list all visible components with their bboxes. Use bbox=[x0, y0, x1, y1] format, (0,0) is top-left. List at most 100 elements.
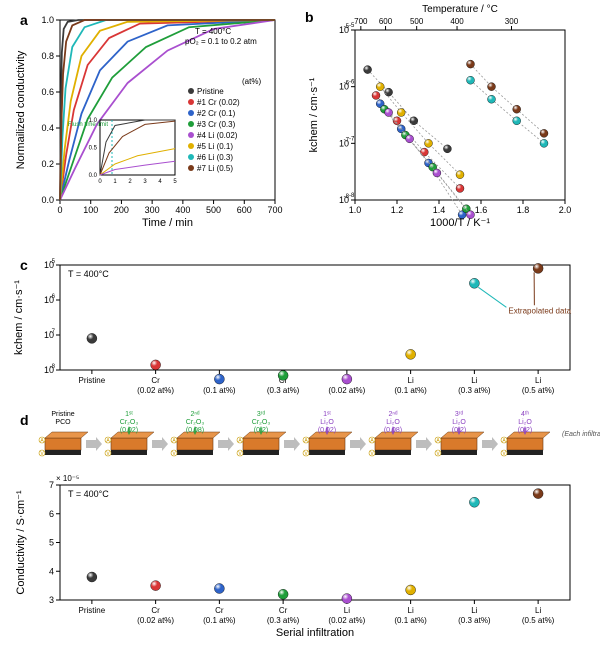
svg-text:c: c bbox=[20, 257, 28, 273]
svg-text:T = 400°C: T = 400°C bbox=[68, 489, 109, 499]
data-point bbox=[364, 66, 372, 74]
svg-text:4ᵗʰ: 4ᵗʰ bbox=[521, 411, 529, 418]
svg-text:Li₂O: Li₂O bbox=[518, 419, 532, 426]
svg-text:1.2: 1.2 bbox=[391, 205, 404, 215]
data-point bbox=[469, 278, 479, 288]
svg-text:2.0: 2.0 bbox=[559, 205, 572, 215]
svg-text:T = 400°C: T = 400°C bbox=[195, 27, 231, 36]
svg-text:T = 400°C: T = 400°C bbox=[68, 269, 109, 279]
svg-text:0: 0 bbox=[98, 179, 102, 185]
data-point bbox=[488, 83, 496, 91]
svg-text:1.0: 1.0 bbox=[349, 205, 362, 215]
svg-text:300: 300 bbox=[505, 17, 519, 26]
svg-text:300: 300 bbox=[145, 205, 160, 215]
svg-text:× 10⁻⁵: × 10⁻⁵ bbox=[56, 474, 79, 483]
svg-text:2ⁿᵈ: 2ⁿᵈ bbox=[190, 411, 199, 418]
data-point bbox=[278, 589, 288, 599]
data-point bbox=[469, 497, 479, 507]
svg-text:Pristine: Pristine bbox=[51, 411, 74, 418]
data-point bbox=[433, 169, 441, 177]
data-point bbox=[456, 184, 464, 192]
svg-text:Time / min: Time / min bbox=[142, 217, 193, 229]
svg-text:-6: -6 bbox=[50, 294, 56, 300]
svg-text:pO₂ = 0.1 to 0.2 atm: pO₂ = 0.1 to 0.2 atm bbox=[185, 37, 257, 46]
svg-text:-6: -6 bbox=[349, 80, 355, 86]
svg-text:b: b bbox=[305, 9, 314, 25]
data-point bbox=[467, 60, 475, 68]
svg-text:(0.5 at%): (0.5 at%) bbox=[522, 386, 555, 395]
data-point bbox=[488, 95, 496, 103]
svg-text:0.6: 0.6 bbox=[41, 87, 54, 97]
data-point bbox=[342, 594, 352, 604]
data-point bbox=[467, 76, 475, 84]
svg-text:Li: Li bbox=[408, 376, 414, 385]
svg-text:d: d bbox=[20, 412, 29, 428]
data-point bbox=[342, 374, 352, 384]
svg-text:(0.1 at%): (0.1 at%) bbox=[394, 616, 427, 625]
svg-text:Cr: Cr bbox=[151, 606, 160, 615]
svg-text:5: 5 bbox=[173, 179, 177, 185]
data-point bbox=[425, 139, 433, 147]
svg-text:#4 Li (0.02): #4 Li (0.02) bbox=[197, 131, 238, 140]
svg-text:-8: -8 bbox=[50, 364, 56, 370]
svg-text:kchem / cm·s⁻¹: kchem / cm·s⁻¹ bbox=[13, 280, 25, 355]
svg-text:1.6: 1.6 bbox=[475, 205, 488, 215]
svg-text:#3 Cr (0.3): #3 Cr (0.3) bbox=[197, 120, 236, 129]
svg-text:3ʳᵈ: 3ʳᵈ bbox=[257, 411, 266, 418]
svg-text:(0.02 at%): (0.02 at%) bbox=[137, 616, 174, 625]
svg-text:Li₂O: Li₂O bbox=[320, 419, 334, 426]
svg-text:-5: -5 bbox=[344, 24, 350, 30]
svg-text:400: 400 bbox=[175, 205, 190, 215]
svg-text:Conductivity / S·cm⁻¹: Conductivity / S·cm⁻¹ bbox=[15, 490, 27, 595]
data-point bbox=[397, 109, 405, 117]
svg-text:3: 3 bbox=[143, 179, 147, 185]
svg-text:Cr: Cr bbox=[151, 376, 160, 385]
svg-text:#6 Li (0.3): #6 Li (0.3) bbox=[197, 153, 233, 162]
data-point bbox=[467, 211, 475, 219]
svg-text:(0.3 at%): (0.3 at%) bbox=[267, 386, 300, 395]
svg-text:(0.1 at%): (0.1 at%) bbox=[394, 386, 427, 395]
svg-text:Li₂O: Li₂O bbox=[452, 419, 466, 426]
svg-text:(0.02 at%): (0.02 at%) bbox=[137, 386, 174, 395]
svg-text:Pristine: Pristine bbox=[79, 606, 106, 615]
svg-text:0.2: 0.2 bbox=[41, 159, 54, 169]
svg-text:Li: Li bbox=[471, 376, 477, 385]
svg-text:1.0: 1.0 bbox=[89, 118, 98, 124]
svg-text:-8: -8 bbox=[344, 194, 350, 200]
svg-text:2ⁿᵈ: 2ⁿᵈ bbox=[388, 411, 397, 418]
svg-text:2: 2 bbox=[128, 179, 132, 185]
svg-text:#5 Li (0.1): #5 Li (0.1) bbox=[197, 142, 233, 151]
svg-text:(at%): (at%) bbox=[242, 77, 261, 86]
svg-text:(0.3 at%): (0.3 at%) bbox=[267, 616, 300, 625]
svg-text:Temperature / °C: Temperature / °C bbox=[422, 4, 498, 15]
svg-text:Li: Li bbox=[471, 606, 477, 615]
svg-text:0.0: 0.0 bbox=[41, 195, 54, 205]
svg-text:-5: -5 bbox=[50, 259, 56, 265]
svg-text:1.0: 1.0 bbox=[41, 15, 54, 25]
data-point bbox=[420, 148, 428, 156]
svg-text:(0.1 at%): (0.1 at%) bbox=[203, 616, 236, 625]
svg-text:0.8: 0.8 bbox=[41, 51, 54, 61]
data-point bbox=[151, 360, 161, 370]
svg-text:Cr₂O₃: Cr₂O₃ bbox=[186, 419, 205, 426]
svg-text:Cr: Cr bbox=[215, 606, 224, 615]
svg-text:Cr₂O₃: Cr₂O₃ bbox=[252, 419, 271, 426]
svg-text:-8: -8 bbox=[349, 193, 355, 199]
data-point bbox=[385, 88, 393, 96]
data-point bbox=[214, 374, 224, 384]
data-point bbox=[87, 333, 97, 343]
data-point bbox=[456, 171, 464, 179]
svg-text:Li: Li bbox=[535, 376, 541, 385]
svg-text:-6: -6 bbox=[344, 81, 350, 87]
svg-text:600: 600 bbox=[237, 205, 252, 215]
svg-text:3: 3 bbox=[49, 595, 54, 605]
svg-text:#1 Cr (0.02): #1 Cr (0.02) bbox=[197, 98, 240, 107]
svg-text:600: 600 bbox=[379, 17, 393, 26]
svg-text:0.5: 0.5 bbox=[89, 146, 98, 152]
svg-text:-7: -7 bbox=[50, 329, 56, 335]
svg-text:1.8: 1.8 bbox=[517, 205, 530, 215]
svg-text:Cr: Cr bbox=[279, 606, 288, 615]
data-point bbox=[443, 145, 451, 153]
svg-text:500: 500 bbox=[410, 17, 424, 26]
svg-text:7: 7 bbox=[49, 480, 54, 490]
